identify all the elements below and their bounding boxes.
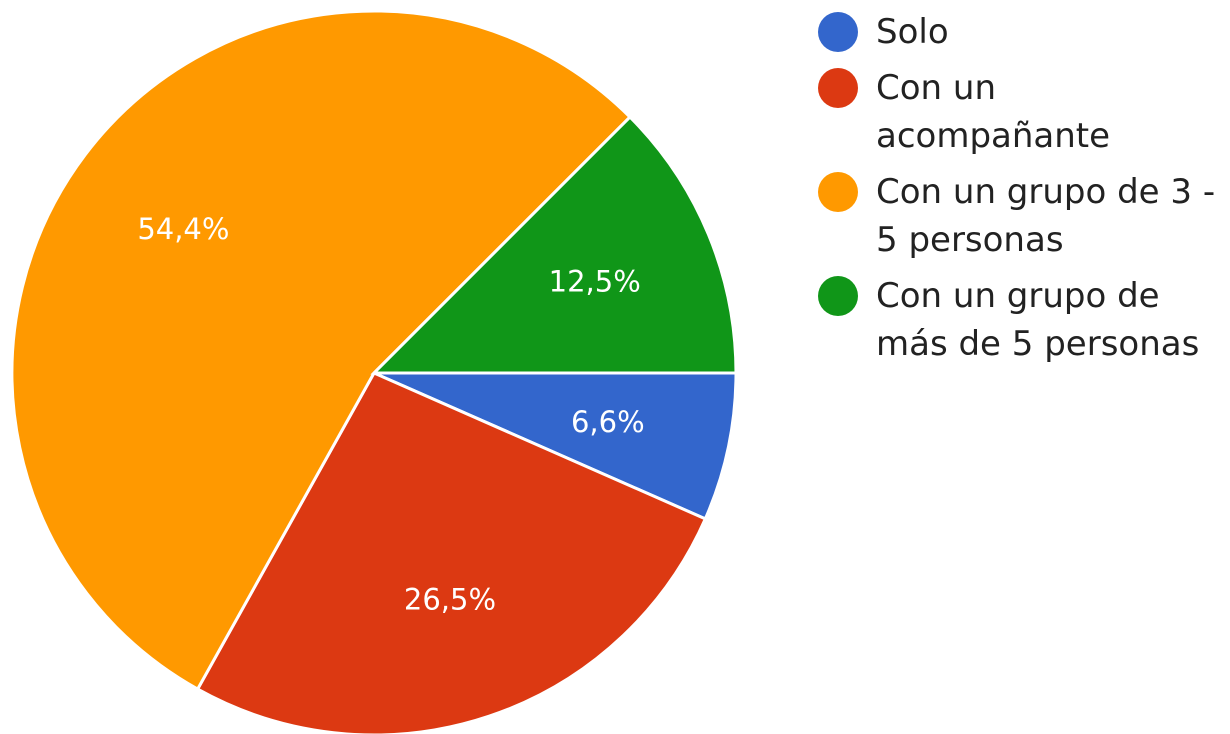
legend-swatch-grupo-3-5 xyxy=(818,172,858,212)
pie-labels: 6,6% 26,5% 54,4% 12,5% xyxy=(137,212,644,617)
legend: Solo Con un acompañante Con un grupo de … xyxy=(818,8,1228,376)
pie-slice-label-1: 26,5% xyxy=(404,583,496,617)
pie-slice-label-0: 6,6% xyxy=(571,405,645,439)
pie-slice-2[interactable] xyxy=(10,9,633,692)
legend-item-grupo-mas-5[interactable]: Con un grupo de más de 5 personas xyxy=(818,272,1228,368)
legend-label-grupo-3-5: Con un grupo de 3 - 5 personas xyxy=(876,168,1215,264)
legend-label-line: 5 personas xyxy=(876,220,1064,260)
pie-slices xyxy=(10,9,738,734)
legend-item-acompanante[interactable]: Con un acompañante xyxy=(818,64,1228,160)
legend-item-grupo-3-5[interactable]: Con un grupo de 3 - 5 personas xyxy=(818,168,1228,264)
pie-chart: 6,6% 26,5% 54,4% 12,5% xyxy=(10,9,738,734)
legend-label-line: Solo xyxy=(876,12,949,52)
pie-slice-0[interactable] xyxy=(373,371,738,521)
legend-label-line: Con un grupo de xyxy=(876,276,1160,316)
pie-slice-3[interactable] xyxy=(370,114,738,375)
legend-swatch-acompanante xyxy=(818,68,858,108)
pie-slice-label-2: 54,4% xyxy=(137,212,229,246)
legend-item-solo[interactable]: Solo xyxy=(818,8,1228,56)
legend-swatch-solo xyxy=(818,12,858,52)
legend-label-solo: Solo xyxy=(876,8,949,56)
legend-label-line: Con un xyxy=(876,68,996,108)
legend-label-line: más de 5 personas xyxy=(876,324,1200,364)
legend-label-line: Con un grupo de 3 - xyxy=(876,172,1216,212)
legend-label-grupo-mas-5: Con un grupo de más de 5 personas xyxy=(876,272,1199,368)
legend-label-line: acompañante xyxy=(876,116,1111,156)
pie-slice-label-3: 12,5% xyxy=(549,265,641,299)
legend-label-acompanante: Con un acompañante xyxy=(876,64,1110,160)
legend-swatch-grupo-mas-5 xyxy=(818,276,858,316)
